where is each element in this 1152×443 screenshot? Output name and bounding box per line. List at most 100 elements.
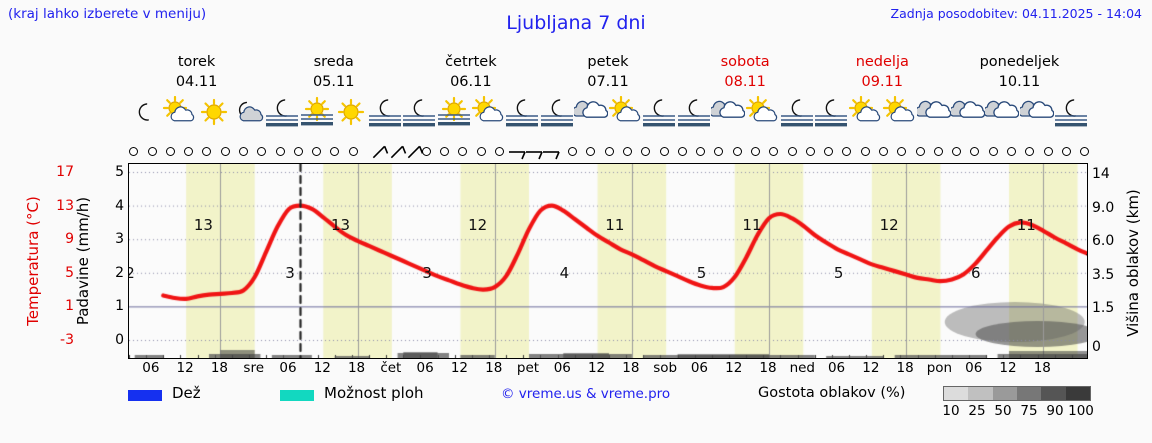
wind-calm-icon [1025,147,1035,156]
day-header-2: sreda 05.11 [264,52,404,92]
temp-tick-2: 9 [65,231,74,248]
day-name: nedelja [855,54,909,70]
x-tick-24: 06 [965,360,983,376]
day-date: 07.11 [587,74,629,90]
day-date: 08.11 [724,74,766,90]
temp-value-label: 3 [285,263,295,282]
x-tick-10: 18 [485,360,503,376]
wind-calm-icon [165,147,175,156]
x-tick-4: 06 [279,360,297,376]
cloud-tick-1: 9.0 [1092,199,1115,216]
temp-value-label: 6 [971,263,981,282]
wind-calm-icon [348,147,358,156]
weather-icon-cloud [916,96,951,136]
wind-barb-icon [517,142,551,162]
temp-value-label: 13 [193,215,213,234]
cloud-height-axis: 14 9.0 6.0 3.5 1.5 0 [1092,163,1128,359]
cloud-tick-4: 1.5 [1092,300,1115,317]
wind-calm-icon [622,147,632,156]
wind-calm-icon [147,147,157,156]
wind-calm-icon [970,147,980,156]
wind-calm-icon [257,147,267,156]
day-header-4: petek 07.11 [538,52,678,92]
wind-calm-icon [641,147,651,156]
wind-calm-icon [988,147,998,156]
x-tick-9: 12 [450,360,469,376]
wind-calm-icon [1043,147,1053,156]
wind-calm-icon [202,147,212,156]
wind-barb-icon [534,142,568,162]
day-header-6: nedelja 09.11 [812,52,952,92]
wind-calm-icon [696,147,706,156]
wind-calm-icon [586,147,596,156]
wind-calm-icon [440,147,450,156]
temp-value-label: 3 [422,263,432,282]
weather-icon-strip [128,96,1088,140]
x-tick-22: 18 [896,360,914,376]
day-header-1: torek 04.11 [127,52,267,92]
wind-calm-icon [1061,147,1071,156]
x-tick-20: 06 [827,360,846,376]
wind-calm-icon [238,147,248,156]
x-tick-21: 12 [862,360,880,376]
weather-icon-moon-fog [368,96,402,136]
location-menu-note[interactable]: (kraj lahko izberete v meniju) [8,6,207,22]
x-tick-6: 18 [347,360,366,376]
x-tick-11: pet [516,360,540,376]
x-tick-25: 12 [999,360,1017,376]
day-date: 09.11 [861,74,904,90]
weather-icon-cloud [573,96,608,136]
weather-icon-moon-fog [505,96,539,136]
showers-legend-swatch [280,390,314,401]
cloud-density-step-1 [968,387,993,400]
wind-calm-icon [494,147,504,156]
x-tick-18: 18 [759,360,777,376]
precip-tick-3: 2 [115,264,124,281]
last-update-label: Zadnja posodobitev: 04.11.2025 - 14:04 [890,6,1142,21]
cloud-density-step-5 [1065,387,1090,400]
day-name: sreda [313,54,354,70]
temp-value-label: 12 [468,215,488,234]
plot-canvas [129,164,1087,358]
weather-icon-moon-fog [540,96,574,136]
temp-tick-1: 13 [56,197,74,214]
cloud-density-step-2 [992,387,1017,400]
wind-barb-icon [397,142,431,162]
temp-value-label: 7 [1085,251,1087,269]
wind-calm-icon [897,147,907,156]
copyright-link[interactable]: © vreme.us & vreme.pro [501,386,671,402]
wind-calm-icon [824,147,834,156]
wind-calm-icon [220,147,230,156]
day-name: ponedeljek [979,54,1060,70]
temp-tick-0: 17 [56,164,74,180]
day-name: torek [177,54,216,70]
wind-calm-icon [659,147,669,156]
cloud-density-tick-4: 90 [1046,403,1064,419]
weather-icon-moon-fog [814,96,848,136]
wind-calm-icon [915,147,925,156]
wind-calm-icon [312,147,322,156]
cloud-tick-2: 6.0 [1092,233,1115,250]
precip-tick-5: 0 [115,332,124,348]
wind-calm-icon [860,147,870,156]
cloud-density-tick-3: 75 [1020,403,1038,419]
day-date: 06.11 [450,74,492,90]
cloud-density-tick-5: 100 [1068,403,1094,419]
wind-calm-icon [1006,147,1016,156]
wind-calm-icon [275,147,285,156]
wind-calm-icon [293,147,303,156]
temperature-axis: 17 13 9 5 1 -3 [40,163,74,359]
x-tick-12: 06 [553,360,571,376]
weather-icon-moon-fog [677,96,711,136]
wind-calm-icon [732,147,742,156]
day-date: 10.11 [998,74,1041,90]
wind-calm-icon [458,147,468,156]
wind-calm-icon [1080,147,1090,156]
precip-tick-1: 4 [115,197,124,214]
weather-icon-sun [197,96,231,136]
day-name: petek [587,54,629,70]
weather-icon-cloud [711,96,745,136]
wind-calm-icon [878,147,888,156]
cloud-tick-3: 3.5 [1092,266,1115,283]
